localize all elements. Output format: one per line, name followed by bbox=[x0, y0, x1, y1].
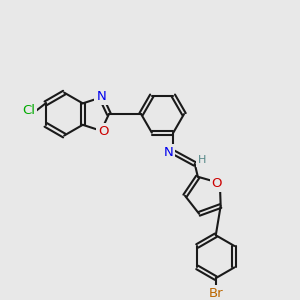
Text: Cl: Cl bbox=[22, 104, 35, 117]
Text: H: H bbox=[197, 155, 206, 165]
Text: O: O bbox=[212, 177, 222, 190]
Text: N: N bbox=[164, 146, 173, 159]
Text: N: N bbox=[96, 90, 106, 103]
Text: Br: Br bbox=[208, 287, 223, 300]
Text: O: O bbox=[98, 125, 108, 138]
